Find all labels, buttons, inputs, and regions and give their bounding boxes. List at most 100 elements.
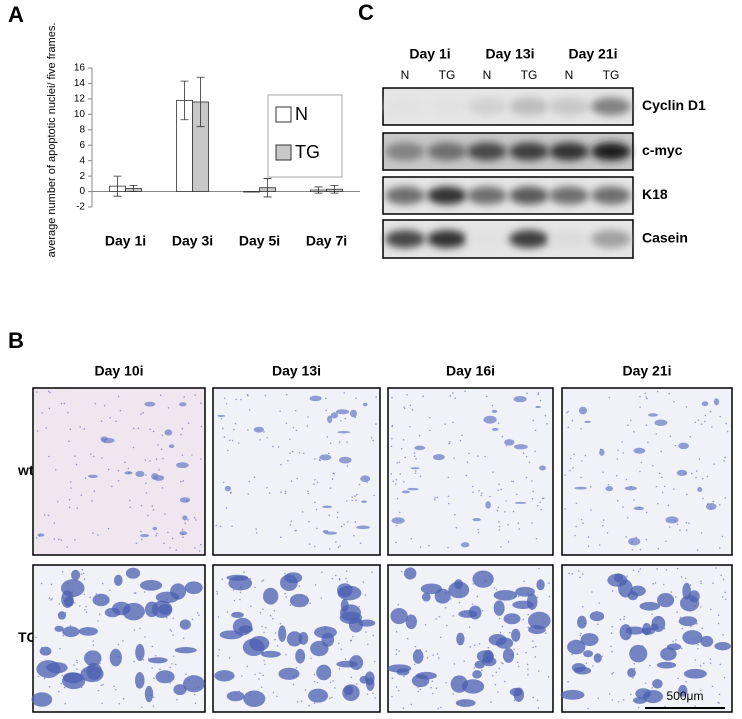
nucleus <box>254 673 256 676</box>
nucleus <box>512 510 515 513</box>
nucleus <box>701 627 704 630</box>
nucleus <box>269 614 272 617</box>
nucleus <box>285 595 287 598</box>
nucleus <box>358 605 361 608</box>
nucleus <box>262 674 265 677</box>
nucleus <box>151 505 154 507</box>
nucleus <box>83 428 86 430</box>
tissue <box>152 526 158 531</box>
nucleus <box>183 396 186 398</box>
nucleus <box>284 490 287 493</box>
nucleus <box>495 588 498 591</box>
nucleus <box>676 611 678 613</box>
nucleus <box>92 455 95 458</box>
nucleus <box>471 603 474 605</box>
error-bar <box>330 184 339 194</box>
blot-band <box>549 230 589 248</box>
nucleus <box>501 435 504 438</box>
nucleus <box>419 649 422 651</box>
nucleus <box>437 707 440 710</box>
nucleus <box>194 519 197 521</box>
nucleus <box>534 645 537 648</box>
tissue <box>289 593 310 608</box>
nucleus <box>498 529 501 531</box>
nucleus <box>582 522 584 524</box>
nucleus <box>61 674 64 677</box>
tissue <box>474 660 485 669</box>
nucleus <box>507 540 510 543</box>
nucleus <box>313 680 316 683</box>
nucleus <box>356 683 358 685</box>
nucleus <box>724 591 726 594</box>
nucleus <box>525 476 528 479</box>
nucleus <box>215 524 218 527</box>
nucleus <box>526 392 528 395</box>
nucleus <box>315 508 318 511</box>
nucleus <box>536 699 539 702</box>
nucleus <box>107 468 110 471</box>
nucleus <box>247 493 250 495</box>
nucleus <box>447 495 450 498</box>
nucleus <box>216 593 219 595</box>
nucleus <box>587 536 590 538</box>
nucleus <box>182 533 184 536</box>
nucleus <box>415 649 418 651</box>
nucleus <box>410 537 413 540</box>
blot-band <box>467 142 507 161</box>
nucleus <box>344 658 347 661</box>
nucleus <box>332 680 334 682</box>
nucleus <box>702 497 704 500</box>
nucleus <box>75 659 78 662</box>
nucleus <box>43 677 46 680</box>
nucleus <box>579 641 582 644</box>
nucleus <box>65 600 68 602</box>
nucleus <box>40 582 43 585</box>
nucleus <box>117 479 120 482</box>
nucleus <box>187 422 190 424</box>
nucleus <box>532 646 534 649</box>
tissue <box>513 395 527 403</box>
nucleus <box>234 692 237 695</box>
nucleus <box>76 661 78 664</box>
tissue <box>84 650 102 667</box>
nucleus <box>316 527 318 530</box>
tissue <box>560 689 585 700</box>
nucleus <box>345 570 348 572</box>
nucleus <box>374 697 376 699</box>
nucleus <box>531 607 533 610</box>
nucleus <box>235 398 237 401</box>
nucleus <box>411 409 414 411</box>
nucleus <box>294 579 296 581</box>
nucleus <box>508 631 511 634</box>
nucleus <box>285 422 288 424</box>
nucleus <box>325 409 327 412</box>
nucleus <box>668 392 671 395</box>
nucleus <box>357 668 359 670</box>
tissue <box>700 635 714 648</box>
nucleus <box>337 546 340 549</box>
tissue <box>491 428 499 431</box>
nucleus <box>685 406 688 408</box>
nucleus <box>681 627 684 630</box>
nucleus <box>314 458 316 460</box>
nucleus <box>632 677 634 679</box>
nucleus <box>172 655 175 657</box>
y-tick-label: 0 <box>79 186 85 197</box>
nucleus <box>117 469 120 472</box>
nucleus <box>697 643 699 646</box>
nucleus <box>73 664 75 666</box>
nucleus <box>248 694 251 697</box>
nucleus <box>539 399 542 402</box>
tissue <box>168 444 175 449</box>
nucleus <box>292 574 295 576</box>
nucleus <box>639 548 642 551</box>
nucleus <box>196 612 199 614</box>
tissue <box>515 586 535 597</box>
nucleus <box>497 422 500 425</box>
tissue <box>87 474 98 478</box>
nucleus <box>532 696 535 699</box>
nucleus <box>240 675 243 677</box>
nucleus <box>354 416 356 419</box>
nucleus <box>290 520 293 522</box>
nucleus <box>176 699 178 701</box>
